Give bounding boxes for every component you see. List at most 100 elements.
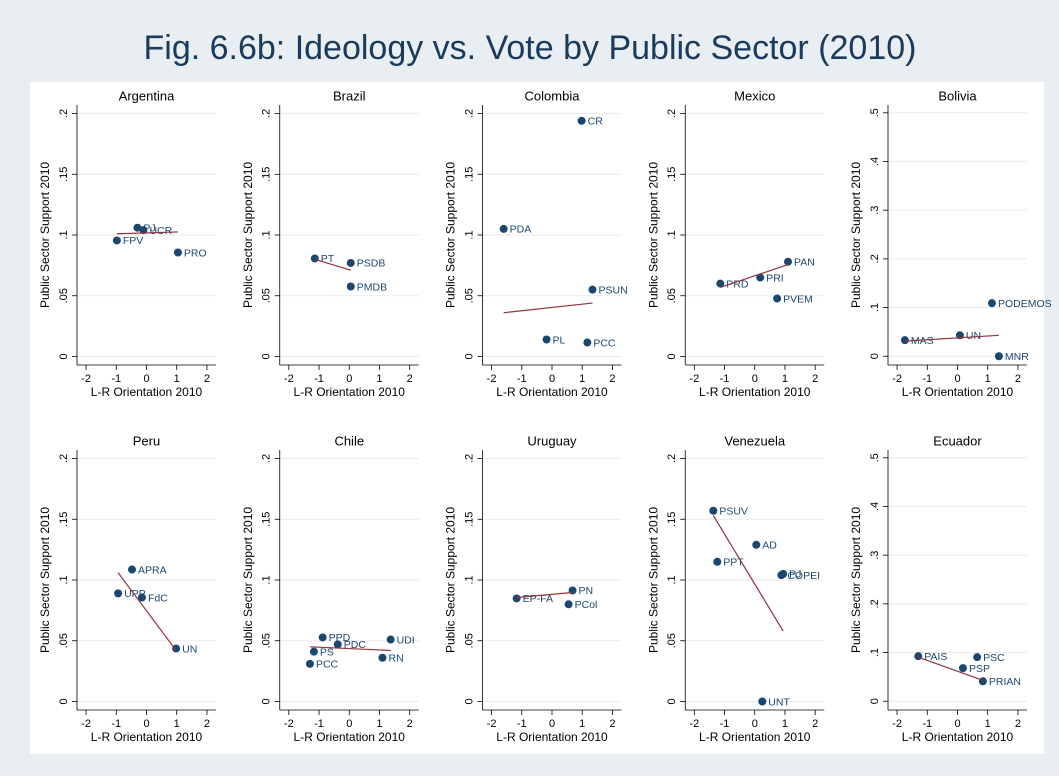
point-label: PODEMOS [998,298,1052,310]
x-axis-title: L-R Orientation 2010 [91,730,203,744]
point [588,285,597,294]
x-tick-label: -2 [892,718,902,730]
y-tick-label: .1 [666,575,678,584]
point [309,647,318,656]
point-label: PL [553,334,566,346]
panel-title: Bolivia [938,88,977,103]
panel-title: Colombia [525,88,581,103]
x-tick-label: 1 [376,373,382,385]
point [978,677,987,686]
y-tick-label: .5 [869,453,881,462]
x-tick-label: -2 [487,718,497,730]
panel-title: Chile [334,433,364,448]
y-tick-label: 0 [261,698,273,704]
point [994,352,1003,361]
point [583,338,592,347]
point-label: MAS [911,335,934,347]
point [752,540,761,549]
y-axis-title: Public Sector Support 2010 [444,162,458,308]
point-label: AD [762,540,777,552]
point [310,254,319,263]
x-tick-label: 1 [579,373,585,385]
panel-title: Ecuador [933,433,982,448]
point [564,600,573,609]
y-tick-label: 0 [666,698,678,704]
point-label: PPD [329,632,351,644]
point-label: PSC [983,652,1005,664]
y-axis-title: Public Sector Support 2010 [38,162,52,308]
y-tick-label: .2 [666,454,678,463]
panel-area [30,82,1044,754]
point-label: FPV [123,235,143,247]
y-tick-label: .15 [666,167,678,182]
y-axis-title: Public Sector Support 2010 [38,507,52,653]
x-axis-title: L-R Orientation 2010 [294,730,406,744]
y-tick-label: .4 [869,157,881,166]
x-tick-label: -1 [314,373,324,385]
y-tick-label: .3 [869,206,881,215]
x-tick-label: -2 [81,373,91,385]
panel-title: Brazil [333,88,366,103]
point [318,633,327,642]
point [512,594,521,603]
y-tick-label: .2 [58,454,70,463]
point-label: PMDB [357,281,387,293]
panel-title: Argentina [119,88,175,103]
fit-line [720,263,789,289]
x-tick-label: 2 [1015,373,1021,385]
panel-title: Uruguay [527,433,577,448]
point [137,593,146,602]
x-tick-label: -2 [81,718,91,730]
fit-line [314,258,351,271]
point [346,282,355,291]
point-label: APRA [138,564,167,576]
y-axis-title: Public Sector Support 2010 [849,162,863,308]
point-label: CR [588,116,604,128]
point [900,336,909,345]
point-label: PSP [969,663,990,675]
point [112,236,121,245]
y-tick-label: .1 [261,230,273,239]
y-tick-label: .1 [869,648,881,657]
y-tick-label: .2 [666,109,678,118]
x-axis-title: L-R Orientation 2010 [496,730,608,744]
x-tick-label: 0 [549,373,555,385]
x-tick-label: 2 [812,373,818,385]
point [133,223,142,232]
y-tick-label: .15 [58,167,70,182]
y-tick-label: 0 [869,353,881,359]
y-tick-label: .05 [58,633,70,648]
y-tick-label: .1 [463,230,475,239]
point-label: RN [388,653,403,665]
point [172,644,181,653]
point [378,653,387,662]
y-axis-title: Public Sector Support 2010 [849,507,863,653]
y-tick-label: .15 [261,167,273,182]
x-tick-label: -2 [487,373,497,385]
panel-title: Peru [133,433,160,448]
point-label: MNR [1005,351,1029,363]
y-tick-label: .05 [666,288,678,303]
point [783,257,792,266]
y-tick-label: 0 [58,698,70,704]
x-tick-label: 0 [346,373,352,385]
y-tick-label: .1 [869,303,881,312]
fit-line [904,334,999,342]
y-axis-title: Public Sector Support 2010 [646,507,660,653]
point-label: UN [182,643,197,655]
y-tick-label: .15 [463,512,475,527]
point-label: PRD [726,278,749,290]
point [756,273,765,282]
x-axis-title: L-R Orientation 2010 [699,385,811,399]
y-tick-label: .2 [869,599,881,608]
x-tick-label: 1 [782,373,788,385]
y-tick-label: .15 [261,512,273,527]
point-label: PDA [510,224,532,236]
y-tick-label: .2 [463,109,475,118]
y-tick-label: 0 [666,353,678,359]
fit-line [918,656,984,681]
point-label: FdC [148,592,168,604]
y-tick-label: .1 [261,575,273,584]
x-tick-label: 0 [954,718,960,730]
fit-line [309,646,391,652]
